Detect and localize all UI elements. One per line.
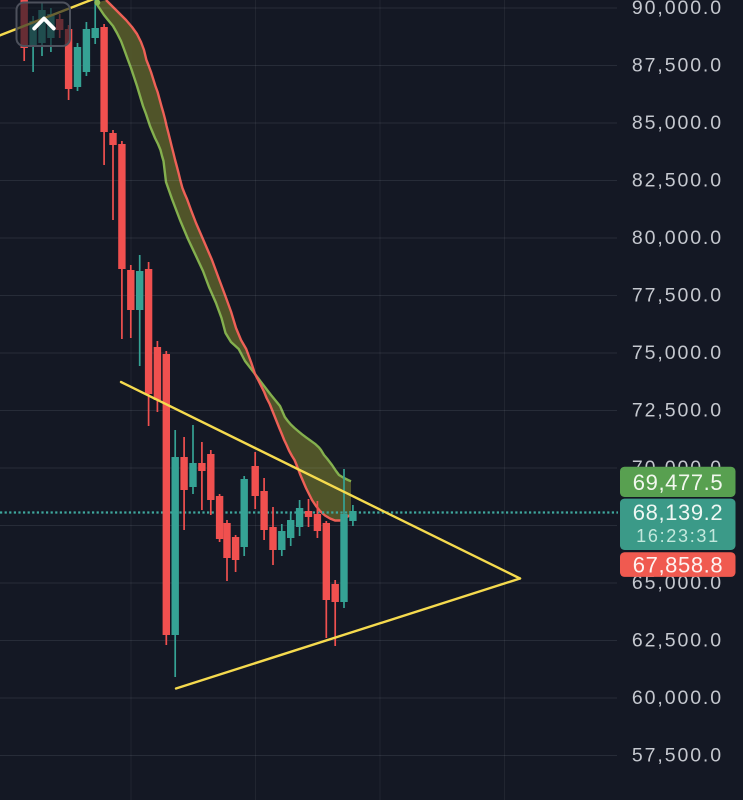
svg-text:72,500.0: 72,500.0: [632, 400, 723, 422]
svg-text:67,858.8: 67,858.8: [633, 552, 723, 577]
svg-text:75,000.0: 75,000.0: [632, 342, 723, 364]
svg-text:62,500.0: 62,500.0: [632, 630, 723, 652]
svg-text:68,139.2: 68,139.2: [633, 500, 723, 525]
svg-text:90,000.0: 90,000.0: [632, 0, 723, 19]
svg-text:65,000.0: 65,000.0: [632, 572, 723, 594]
svg-text:69,477.5: 69,477.5: [633, 470, 723, 495]
svg-text:80,000.0: 80,000.0: [632, 227, 723, 249]
svg-text:60,000.0: 60,000.0: [632, 687, 723, 709]
svg-text:57,500.0: 57,500.0: [632, 745, 723, 767]
svg-text:16:23:31: 16:23:31: [636, 526, 720, 546]
svg-text:85,000.0: 85,000.0: [632, 112, 723, 134]
svg-text:82,500.0: 82,500.0: [632, 170, 723, 192]
svg-text:87,500.0: 87,500.0: [632, 55, 723, 77]
svg-text:77,500.0: 77,500.0: [632, 285, 723, 307]
